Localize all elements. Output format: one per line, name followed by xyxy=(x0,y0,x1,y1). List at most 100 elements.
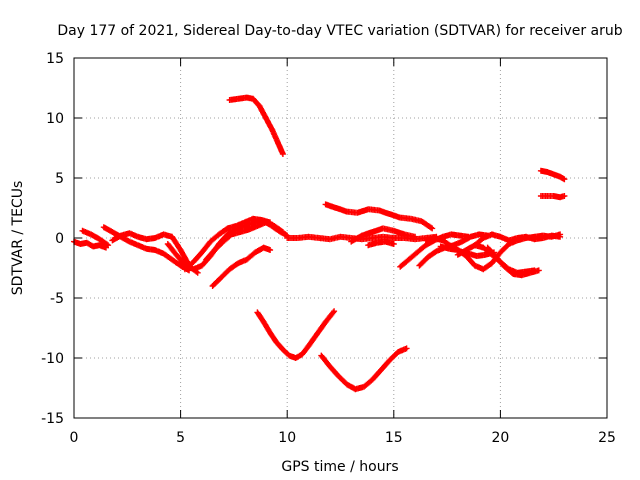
data-point xyxy=(337,375,339,377)
data-point xyxy=(482,268,484,270)
data-point xyxy=(111,239,113,241)
data-point xyxy=(540,170,542,172)
data-point xyxy=(171,236,173,238)
data-point xyxy=(214,249,216,251)
data-point xyxy=(403,237,406,239)
data-point xyxy=(297,237,299,239)
data-point xyxy=(371,231,374,233)
data-point xyxy=(320,355,322,357)
data-point xyxy=(86,242,88,244)
data-point xyxy=(361,235,363,237)
data-point xyxy=(248,229,250,231)
data-point xyxy=(329,238,331,240)
data-point xyxy=(484,254,487,256)
data-point xyxy=(516,237,519,239)
data-point xyxy=(128,232,130,234)
data-point xyxy=(533,238,536,240)
data-point xyxy=(461,241,463,243)
series-arc-j xyxy=(254,308,338,361)
data-point xyxy=(99,244,101,246)
x-tick-label: 25 xyxy=(598,430,616,446)
data-point xyxy=(329,365,331,367)
data-point xyxy=(416,251,418,253)
data-point xyxy=(388,213,391,215)
data-point xyxy=(192,261,194,263)
data-point xyxy=(357,212,359,214)
data-point xyxy=(516,272,519,274)
series-arc-w xyxy=(537,167,568,183)
data-point xyxy=(339,236,342,238)
data-point xyxy=(457,254,459,256)
data-point xyxy=(162,233,165,235)
data-point xyxy=(205,259,207,261)
data-point xyxy=(408,259,410,261)
data-point xyxy=(354,388,356,390)
data-point xyxy=(440,245,442,247)
data-point xyxy=(222,241,224,243)
data-point xyxy=(184,263,186,265)
data-point xyxy=(551,235,553,237)
data-point xyxy=(307,345,310,347)
data-point xyxy=(397,351,399,353)
x-tick-label: 5 xyxy=(176,430,185,446)
data-point xyxy=(184,268,186,270)
data-point xyxy=(491,254,493,256)
data-point xyxy=(425,244,427,246)
data-point xyxy=(476,255,478,257)
data-point xyxy=(273,225,275,227)
data-point xyxy=(393,243,395,245)
data-point xyxy=(244,225,246,227)
data-point xyxy=(246,259,248,261)
series-arc-l xyxy=(318,345,410,393)
data-point xyxy=(525,271,527,273)
data-point xyxy=(79,243,81,245)
data-point xyxy=(92,245,94,247)
data-point xyxy=(128,241,130,243)
data-point xyxy=(246,97,248,99)
data-point xyxy=(231,233,233,235)
data-point xyxy=(265,221,267,223)
data-point xyxy=(282,153,284,155)
data-point xyxy=(431,227,433,229)
data-point xyxy=(295,357,297,359)
data-point xyxy=(538,269,540,271)
data-point xyxy=(420,220,423,222)
data-point xyxy=(474,265,476,267)
data-point xyxy=(546,195,548,197)
data-point xyxy=(263,321,265,323)
data-point xyxy=(491,262,493,264)
data-point xyxy=(137,236,139,238)
x-axis-label: GPS time / hours xyxy=(281,459,398,475)
data-point xyxy=(376,242,378,244)
data-point xyxy=(263,247,265,249)
data-point xyxy=(559,196,561,198)
series-arc-v xyxy=(454,242,538,276)
data-point xyxy=(499,236,501,238)
x-tick-label: 15 xyxy=(385,430,403,446)
data-point xyxy=(425,239,427,241)
series-arc-h xyxy=(209,244,274,289)
data-point xyxy=(559,236,561,238)
data-point xyxy=(180,265,182,267)
data-point xyxy=(252,98,254,100)
data-point xyxy=(271,129,273,131)
data-point xyxy=(559,176,561,178)
data-point xyxy=(399,217,401,219)
y-tick-label: 15 xyxy=(46,51,64,67)
data-point xyxy=(278,143,280,145)
data-point xyxy=(546,171,548,173)
data-point xyxy=(301,353,303,355)
data-point xyxy=(442,239,444,241)
data-point xyxy=(192,268,194,270)
data-point xyxy=(433,237,435,239)
data-point xyxy=(384,241,386,243)
data-point xyxy=(367,244,369,246)
data-point xyxy=(382,227,384,229)
data-point xyxy=(563,195,566,197)
series-arc-o xyxy=(365,238,397,249)
data-point xyxy=(90,233,92,235)
data-point xyxy=(244,221,246,223)
data-point xyxy=(533,269,536,271)
data-point xyxy=(482,247,484,249)
